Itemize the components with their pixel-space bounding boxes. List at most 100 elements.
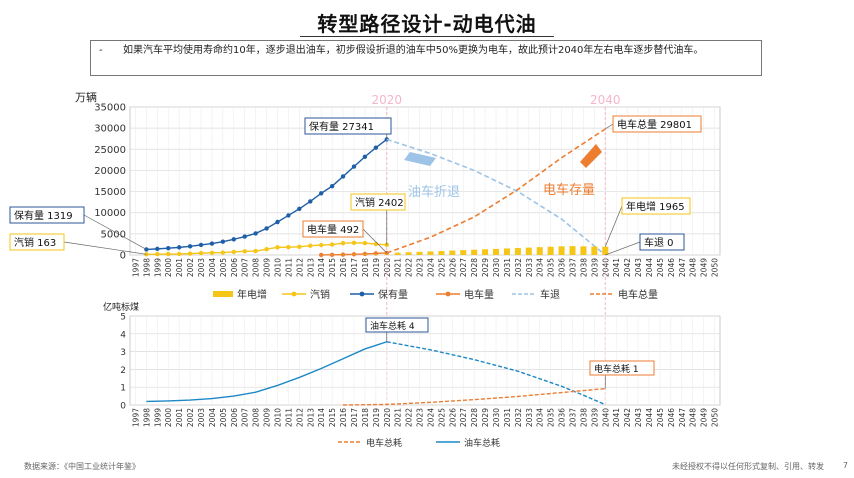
y-axis-label: 亿吨标煤 (103, 301, 139, 313)
series-point (275, 245, 280, 250)
x-tick-label: 2018 (361, 408, 370, 427)
x-tick-label: 2041 (612, 408, 621, 427)
x-tick-label: 2037 (569, 408, 578, 427)
series-point (308, 243, 313, 248)
series-line (386, 128, 606, 254)
x-tick-label: 2030 (492, 408, 501, 427)
x-tick-label: 2034 (536, 408, 545, 427)
bar-annual-ev-increase (416, 251, 423, 255)
series-point (319, 191, 324, 196)
annotation-box (350, 193, 406, 211)
series-point (155, 246, 160, 252)
x-tick-label: 2000 (164, 258, 173, 277)
x-tick-label: 2019 (372, 258, 381, 277)
x-tick-label: 2020 (383, 408, 392, 427)
legend-label: 电车总量 (618, 288, 658, 301)
x-tick-label: 2046 (667, 408, 676, 427)
x-tick-label: 2023 (416, 408, 425, 427)
source-note: 数据来源：《中国工业统计年鉴》 (24, 462, 140, 471)
series-point (373, 145, 379, 150)
arrow-up-icon (580, 144, 602, 168)
x-tick-label: 2030 (492, 258, 501, 277)
bar-annual-ev-increase (438, 250, 445, 255)
x-tick-label: 2019 (372, 408, 381, 427)
x-tick-label: 2037 (569, 258, 578, 277)
x-tick-label: 2047 (678, 258, 687, 277)
x-tick-label: 2023 (416, 258, 425, 277)
x-tick-label: 2003 (197, 258, 206, 277)
series-point (220, 239, 226, 244)
x-tick-label: 2027 (459, 258, 468, 277)
annotation-text: 汽销 2402 (355, 196, 404, 209)
annotation-box (621, 197, 691, 215)
series-point (166, 251, 171, 257)
bar-annual-ev-increase (525, 247, 532, 255)
x-tick-label: 2039 (590, 258, 599, 277)
bar-annual-ev-increase (482, 249, 489, 255)
x-tick-label: 2043 (634, 408, 643, 427)
bar-annual-ev-increase (558, 246, 565, 255)
x-tick-label: 2011 (284, 408, 293, 427)
x-tick-label: 2045 (656, 258, 665, 277)
annotation-text: 保有量 27341 (309, 120, 374, 133)
x-tick-label: 2009 (263, 408, 272, 427)
annotation-text: 电车总耗 1 (594, 363, 639, 375)
annotation-text: 电车量 492 (307, 223, 359, 236)
series-point (286, 244, 291, 250)
bar-annual-ev-increase (460, 250, 467, 255)
x-tick-label: 2041 (612, 258, 621, 277)
y-tick-label: 1 (120, 384, 126, 394)
series-point (220, 250, 226, 255)
year-marker-label: 2040 (590, 93, 621, 107)
x-tick-label: 2008 (252, 408, 261, 427)
bar-annual-ev-increase (580, 246, 587, 255)
y-axis-label: 万辆 (75, 90, 97, 104)
series-point (275, 219, 280, 225)
legend-label: 电车量 (464, 288, 494, 301)
page-number: 7 (842, 461, 848, 470)
series-point (362, 240, 368, 246)
y-tick-label: 4 (120, 330, 126, 340)
series-point (253, 231, 258, 236)
series-point (155, 252, 160, 257)
x-tick-label: 2005 (219, 258, 228, 277)
bar-annual-ev-increase (536, 247, 543, 255)
series-point (198, 250, 204, 256)
x-tick-label: 2008 (252, 258, 261, 277)
x-tick-label: 2021 (394, 258, 403, 277)
legend-swatch-dot (359, 291, 365, 297)
series-point (166, 245, 171, 251)
x-tick-label: 2038 (579, 408, 588, 427)
x-tick-label: 2004 (208, 408, 217, 427)
x-tick-label: 2010 (274, 408, 283, 427)
annotation-leader (605, 241, 641, 256)
x-tick-label: 2026 (448, 258, 457, 277)
x-tick-label: 2015 (328, 258, 337, 277)
x-tick-label: 2013 (306, 408, 315, 427)
legend-swatch (213, 291, 233, 297)
series-line (386, 341, 606, 406)
legend-label: 年电增 (237, 288, 267, 301)
annotation-box (639, 233, 685, 251)
x-tick-label: 2013 (306, 258, 315, 277)
x-tick-label: 1999 (153, 408, 162, 427)
y-tick-label: 0 (120, 402, 126, 412)
x-tick-label: 2049 (700, 408, 709, 427)
x-tick-label: 2017 (350, 408, 359, 427)
x-tick-label: 2029 (481, 408, 490, 427)
x-tick-label: 2022 (405, 408, 414, 427)
series-point (351, 252, 357, 257)
annotation-text: 油车总耗 4 (370, 320, 415, 332)
series-line (386, 138, 606, 256)
x-tick-label: 2048 (689, 408, 698, 427)
series-point (231, 237, 236, 242)
annotation-leader (604, 205, 623, 247)
annotation-box (302, 220, 364, 238)
x-tick-label: 2014 (317, 258, 326, 277)
x-tick-label: 2014 (317, 408, 326, 427)
series-point (176, 251, 182, 257)
x-tick-label: 2016 (339, 408, 348, 427)
x-tick-label: 2001 (175, 408, 184, 427)
x-tick-label: 2044 (645, 258, 654, 277)
